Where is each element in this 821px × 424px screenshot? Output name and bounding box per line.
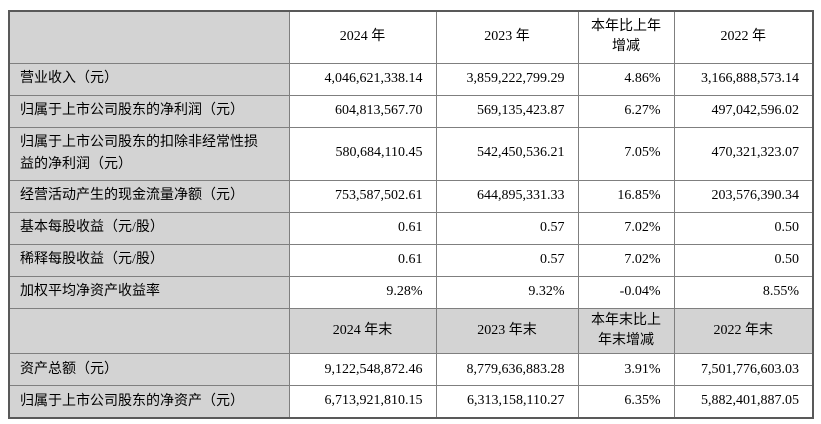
value-2022: 3,166,888,573.14	[673, 62, 814, 96]
table-row-net-profit: 归属于上市公司股东的净利润（元） 604,813,567.70 569,135,…	[8, 94, 814, 128]
value-2024: 604,813,567.70	[288, 94, 437, 128]
value-change: 3.91%	[577, 353, 675, 387]
row-label: 归属于上市公司股东的扣除非经常性损益的净利润（元）	[8, 126, 290, 181]
row-label: 经营活动产生的现金流量净额（元）	[8, 179, 290, 213]
column-header-yoy-change: 本年比上年增减	[577, 10, 675, 64]
value-2024: 4,046,621,338.14	[288, 62, 437, 96]
value-2023: 644,895,331.33	[435, 179, 579, 213]
financial-summary-table: 2024 年 2023 年 本年比上年增减 2022 年 营业收入（元） 4,0…	[8, 10, 814, 419]
value-2022: 0.50	[673, 243, 814, 277]
value-2023: 3,859,222,799.29	[435, 62, 579, 96]
header-row-annual: 2024 年 2023 年 本年比上年增减 2022 年	[8, 10, 814, 64]
value-2022: 470,321,323.07	[673, 126, 814, 181]
value-2023: 8,779,636,883.28	[435, 353, 579, 387]
value-2024: 6,713,921,810.15	[288, 385, 437, 419]
value-change: 4.86%	[577, 62, 675, 96]
value-2024: 753,587,502.61	[288, 179, 437, 213]
row-label: 基本每股收益（元/股）	[8, 211, 290, 245]
value-2022: 203,576,390.34	[673, 179, 814, 213]
financial-table-container: 2024 年 2023 年 本年比上年增减 2022 年 营业收入（元） 4,0…	[8, 10, 814, 419]
row-label: 营业收入（元）	[8, 62, 290, 96]
value-2022: 0.50	[673, 211, 814, 245]
value-2023: 569,135,423.87	[435, 94, 579, 128]
table-row-operating-cash-flow: 经营活动产生的现金流量净额（元） 753,587,502.61 644,895,…	[8, 179, 814, 213]
value-2022: 497,042,596.02	[673, 94, 814, 128]
value-2023: 9.32%	[435, 275, 579, 309]
column-header-2023-end: 2023 年末	[435, 307, 579, 355]
row-label: 归属于上市公司股东的净资产（元）	[8, 385, 290, 419]
table-row-diluted-eps: 稀释每股收益（元/股） 0.61 0.57 7.02% 0.50	[8, 243, 814, 277]
column-header-2024-end: 2024 年末	[288, 307, 437, 355]
table-row-revenue: 营业收入（元） 4,046,621,338.14 3,859,222,799.2…	[8, 62, 814, 96]
value-change: 7.02%	[577, 211, 675, 245]
table-row-net-profit-deducted: 归属于上市公司股东的扣除非经常性损益的净利润（元） 580,684,110.45…	[8, 126, 814, 181]
row-label: 归属于上市公司股东的净利润（元）	[8, 94, 290, 128]
value-2023: 0.57	[435, 211, 579, 245]
value-2023: 542,450,536.21	[435, 126, 579, 181]
column-header-year-end-change: 本年末比上年末增减	[577, 307, 675, 355]
row-label: 资产总额（元）	[8, 353, 290, 387]
column-header-2023: 2023 年	[435, 10, 579, 64]
row-label: 稀释每股收益（元/股）	[8, 243, 290, 277]
table-row-basic-eps: 基本每股收益（元/股） 0.61 0.57 7.02% 0.50	[8, 211, 814, 245]
value-2022: 5,882,401,887.05	[673, 385, 814, 419]
value-2024: 9,122,548,872.46	[288, 353, 437, 387]
corner-cell-year-end	[8, 307, 290, 355]
value-change: -0.04%	[577, 275, 675, 309]
value-change: 16.85%	[577, 179, 675, 213]
value-change: 7.05%	[577, 126, 675, 181]
value-change: 6.27%	[577, 94, 675, 128]
value-2022: 7,501,776,603.03	[673, 353, 814, 387]
column-header-2022: 2022 年	[673, 10, 814, 64]
value-change: 7.02%	[577, 243, 675, 277]
value-2024: 0.61	[288, 243, 437, 277]
value-2022: 8.55%	[673, 275, 814, 309]
row-label: 加权平均净资产收益率	[8, 275, 290, 309]
column-header-2022-end: 2022 年末	[673, 307, 814, 355]
value-change: 6.35%	[577, 385, 675, 419]
value-2024: 580,684,110.45	[288, 126, 437, 181]
corner-cell	[8, 10, 290, 64]
column-header-2024: 2024 年	[288, 10, 437, 64]
table-row-net-assets: 归属于上市公司股东的净资产（元） 6,713,921,810.15 6,313,…	[8, 385, 814, 419]
value-2024: 0.61	[288, 211, 437, 245]
table-row-weighted-roe: 加权平均净资产收益率 9.28% 9.32% -0.04% 8.55%	[8, 275, 814, 309]
table-row-total-assets: 资产总额（元） 9,122,548,872.46 8,779,636,883.2…	[8, 353, 814, 387]
value-2023: 6,313,158,110.27	[435, 385, 579, 419]
header-row-year-end: 2024 年末 2023 年末 本年末比上年末增减 2022 年末	[8, 307, 814, 355]
value-2024: 9.28%	[288, 275, 437, 309]
value-2023: 0.57	[435, 243, 579, 277]
